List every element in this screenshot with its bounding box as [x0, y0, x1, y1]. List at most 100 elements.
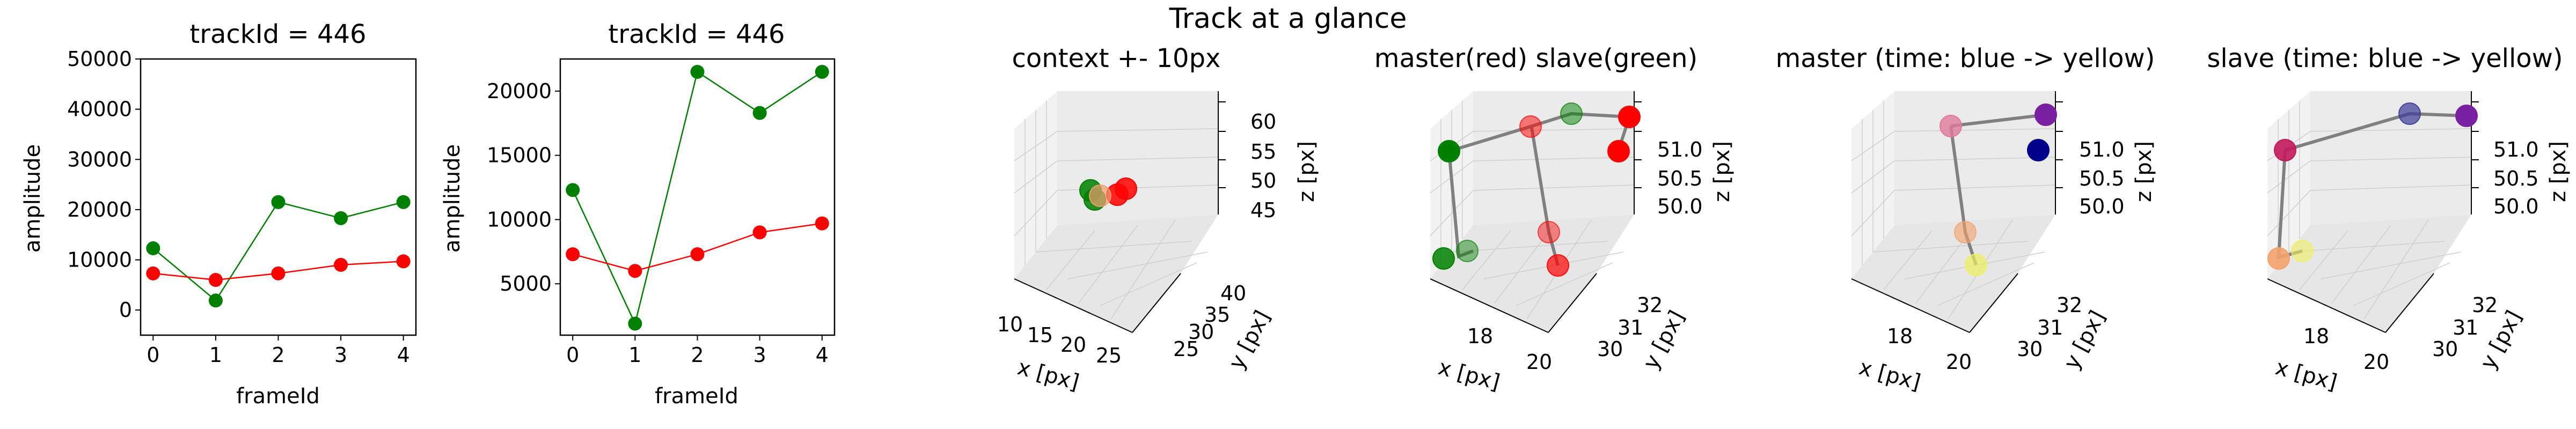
- chart-5-yticklabel: 30: [2017, 337, 2043, 361]
- grid-line: [1516, 262, 1613, 306]
- chart-3-yticklabel: 40: [1220, 282, 1246, 305]
- grid-line: [1057, 157, 1219, 161]
- x-tick-label: 2: [272, 343, 284, 367]
- grid-line: [2267, 160, 2311, 194]
- scatter-point: [1618, 106, 1641, 128]
- data-point: [271, 266, 286, 280]
- chart-6-xticklabel: 20: [2363, 350, 2389, 374]
- chart-3-zticklabel: 50: [1250, 169, 1276, 193]
- scatter-point: [1940, 115, 1962, 137]
- grid-line: [1937, 262, 2035, 306]
- grid-line: [1067, 252, 1208, 279]
- data-point: [815, 216, 829, 231]
- chart-2-title: trackId = 446: [608, 19, 785, 49]
- floor-pane: [1014, 214, 1218, 332]
- grid-line: [2267, 190, 2311, 236]
- x-tick-label: 1: [209, 343, 222, 367]
- chart-3-zlabel: z [px]: [1294, 141, 1319, 202]
- axis-line: [1014, 278, 1133, 333]
- grid-line: [1057, 128, 1219, 132]
- grid-line: [2310, 184, 2472, 191]
- chart-1: trackId = 446 frameId amplitude 0 1 2 3 4 0 10…: [20, 19, 417, 409]
- scatter-point: [1432, 247, 1455, 270]
- data-point: [334, 257, 348, 272]
- track-line: [1447, 151, 1474, 259]
- scatter-point: [1519, 115, 1542, 138]
- grid-line: [2288, 241, 2445, 253]
- x-tick-label: 3: [334, 343, 347, 367]
- data-point: [752, 225, 767, 240]
- scatter-point: [1954, 221, 1977, 243]
- chart-4-yticklabel: 32: [1637, 293, 1663, 317]
- y-tick-label: 10000: [487, 208, 552, 231]
- y-tick-label: 5000: [500, 272, 552, 295]
- chart-4-xlabel: x [px]: [1436, 355, 1503, 395]
- chart-6-xticklabel: 18: [2303, 324, 2329, 348]
- grid-line: [1035, 241, 1192, 253]
- chart-4-zticklabel: 50.5: [1657, 167, 1703, 190]
- chart-2: trackId = 446 frameId amplitude 0 1 2 3 4 500…: [440, 19, 836, 409]
- data-point: [146, 266, 160, 280]
- data-point: [334, 211, 348, 225]
- chart-5-points: [1940, 103, 2057, 276]
- grid-line: [1014, 190, 1058, 236]
- grid-line: [2299, 230, 2348, 290]
- track-line: [1530, 127, 1560, 266]
- chart-2-ylabel: amplitude: [440, 144, 465, 253]
- axis-line: [2267, 278, 2386, 333]
- grid-line: [1894, 184, 2056, 191]
- chart-5-xlabel: x [px]: [1856, 355, 1923, 395]
- chart-3-xticklabel: 25: [1096, 344, 1122, 367]
- chart-3-zticklabel: 55: [1250, 140, 1276, 164]
- floor-pane: [2267, 214, 2471, 332]
- data-point: [566, 247, 580, 262]
- y-tick-label: 40000: [67, 98, 132, 121]
- chart-6-zticklabel: 51.0: [2493, 138, 2539, 161]
- data-point: [815, 64, 829, 79]
- scatter-point: [2291, 240, 2314, 262]
- y-tick-label: 50000: [67, 47, 132, 71]
- chart-5-title: master (time: blue -> yellow): [1776, 43, 2155, 73]
- grid-line: [1430, 190, 1474, 236]
- axis-line: [2385, 273, 2434, 333]
- x-tick-label: 0: [147, 343, 159, 367]
- grid-line: [1078, 225, 1138, 304]
- grid-line: [1851, 131, 1895, 161]
- chart-5-zlabel: z [px]: [2132, 141, 2156, 202]
- chart-1-xlabel: frameId: [236, 384, 320, 409]
- chart-4-xticklabel: 20: [1526, 350, 1552, 374]
- chart-4-zticklabel: 51.0: [1657, 138, 1703, 161]
- back-pane: [1473, 91, 1634, 225]
- chart-6-yticklabel: 30: [2432, 337, 2458, 361]
- y-tick-label: 15000: [487, 144, 552, 167]
- x-tick-label: 3: [753, 343, 766, 367]
- data-point: [566, 183, 580, 197]
- chart-5-xticklabel: 20: [1946, 350, 1972, 374]
- series-line: [152, 201, 404, 302]
- chart-6-zticklabel: 50.0: [2493, 195, 2539, 218]
- grid-line: [1014, 131, 1058, 161]
- data-point: [628, 316, 642, 331]
- axis-line: [1851, 278, 1970, 333]
- chart-3-3d-box: [1014, 91, 1226, 333]
- grid-line: [1473, 184, 1635, 191]
- data-point: [208, 293, 223, 308]
- grid-line: [1494, 225, 1554, 304]
- scatter-point: [1538, 221, 1560, 243]
- y-tick-label: 30000: [67, 147, 132, 171]
- data-point: [628, 264, 642, 278]
- back-pane: [1894, 91, 2055, 225]
- series-line: [572, 223, 822, 272]
- chart-3-zticklabel: 60: [1250, 110, 1276, 134]
- scatter-point: [1438, 140, 1460, 162]
- chart-3-points: [1079, 177, 1137, 211]
- grid-line: [2331, 225, 2391, 304]
- y-tick-label: 20000: [67, 198, 132, 221]
- chart-3-xlabel: x [px]: [1015, 355, 1082, 395]
- scatter-point: [2274, 139, 2296, 161]
- chart-6: slave (time: blue -> yellow) z [px] x [p…: [2207, 43, 2571, 395]
- scatter-point: [2398, 102, 2421, 125]
- grid-line: [1851, 160, 1895, 194]
- chart-5-3d-box: [1851, 91, 2063, 333]
